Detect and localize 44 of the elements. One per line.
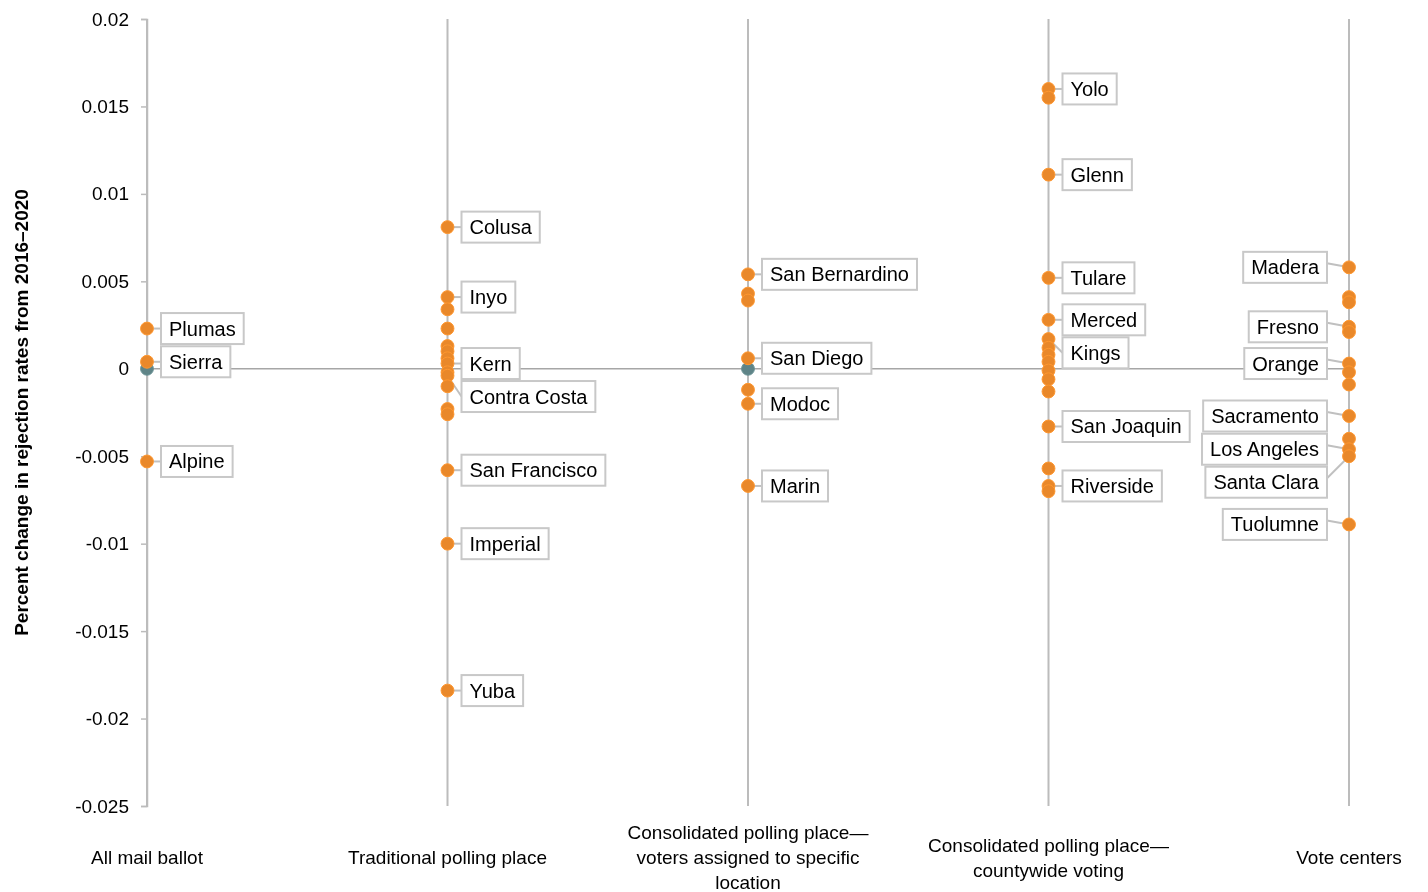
- annotation: Orange: [1252, 352, 1319, 375]
- x-tick-label: Consolidated polling place—countywide voting: [928, 834, 1169, 881]
- annotation: Plumas: [169, 317, 236, 340]
- annotation: San Francisco: [469, 459, 598, 482]
- x-tick-label: All mail ballot: [91, 847, 204, 868]
- annotation: Los Angeles: [1210, 438, 1319, 461]
- annotation: Marin: [770, 474, 821, 497]
- annotation: Imperial: [469, 532, 541, 555]
- annotation: Tulare: [1070, 266, 1127, 289]
- annotation: Madera: [1251, 256, 1320, 279]
- annotation: Glenn: [1070, 163, 1124, 186]
- annotation: Kern: [469, 352, 512, 375]
- annotation: Sierra: [169, 350, 224, 373]
- annotation: Colusa: [469, 216, 533, 239]
- annotation: Kings: [1070, 341, 1121, 364]
- y-axis-title: Percent change in rejection rates from 2016–2020: [11, 189, 32, 636]
- y-tick-label: -0.02: [85, 708, 129, 730]
- annotation: Inyo: [469, 286, 508, 309]
- annotation: Fresno: [1256, 315, 1319, 338]
- annotation: Modoc: [770, 392, 831, 415]
- annotation: Merced: [1070, 308, 1138, 331]
- annotation: Contra Costa: [469, 385, 589, 408]
- annotation: Riverside: [1070, 474, 1154, 497]
- y-tick-label: 0.015: [81, 96, 129, 118]
- x-tick-label: Vote centers: [1296, 847, 1402, 868]
- annotation: San Bernardino: [770, 263, 909, 286]
- annotation: Sacramento: [1211, 405, 1319, 427]
- annotation: Yolo: [1070, 77, 1109, 100]
- y-tick-label: -0.005: [75, 445, 129, 467]
- y-tick-label: -0.01: [85, 533, 129, 555]
- annotation: San Diego: [770, 347, 864, 370]
- y-tick-label: 0.01: [92, 183, 129, 205]
- annotation: Yuba: [469, 679, 516, 702]
- annotation: Tuolumne: [1230, 513, 1319, 536]
- y-tick-label: 0: [118, 358, 129, 380]
- y-tick-label: 0.02: [92, 8, 129, 30]
- y-tick-label: 0.005: [81, 270, 129, 292]
- annotation: Santa Clara: [1213, 471, 1320, 494]
- annotation: Alpine: [169, 450, 225, 473]
- annotation: San Joaquin: [1070, 415, 1182, 438]
- x-tick-label: Traditional polling place: [348, 847, 547, 868]
- y-tick-label: -0.015: [75, 620, 129, 642]
- x-tick-label: Consolidated polling place—voters assigned to specific location: [627, 822, 869, 892]
- y-tick-label: -0.025: [75, 795, 129, 817]
